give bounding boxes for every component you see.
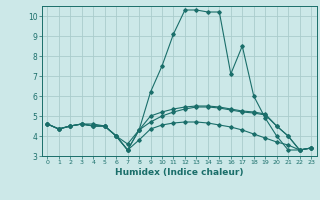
X-axis label: Humidex (Indice chaleur): Humidex (Indice chaleur) xyxy=(115,168,244,177)
